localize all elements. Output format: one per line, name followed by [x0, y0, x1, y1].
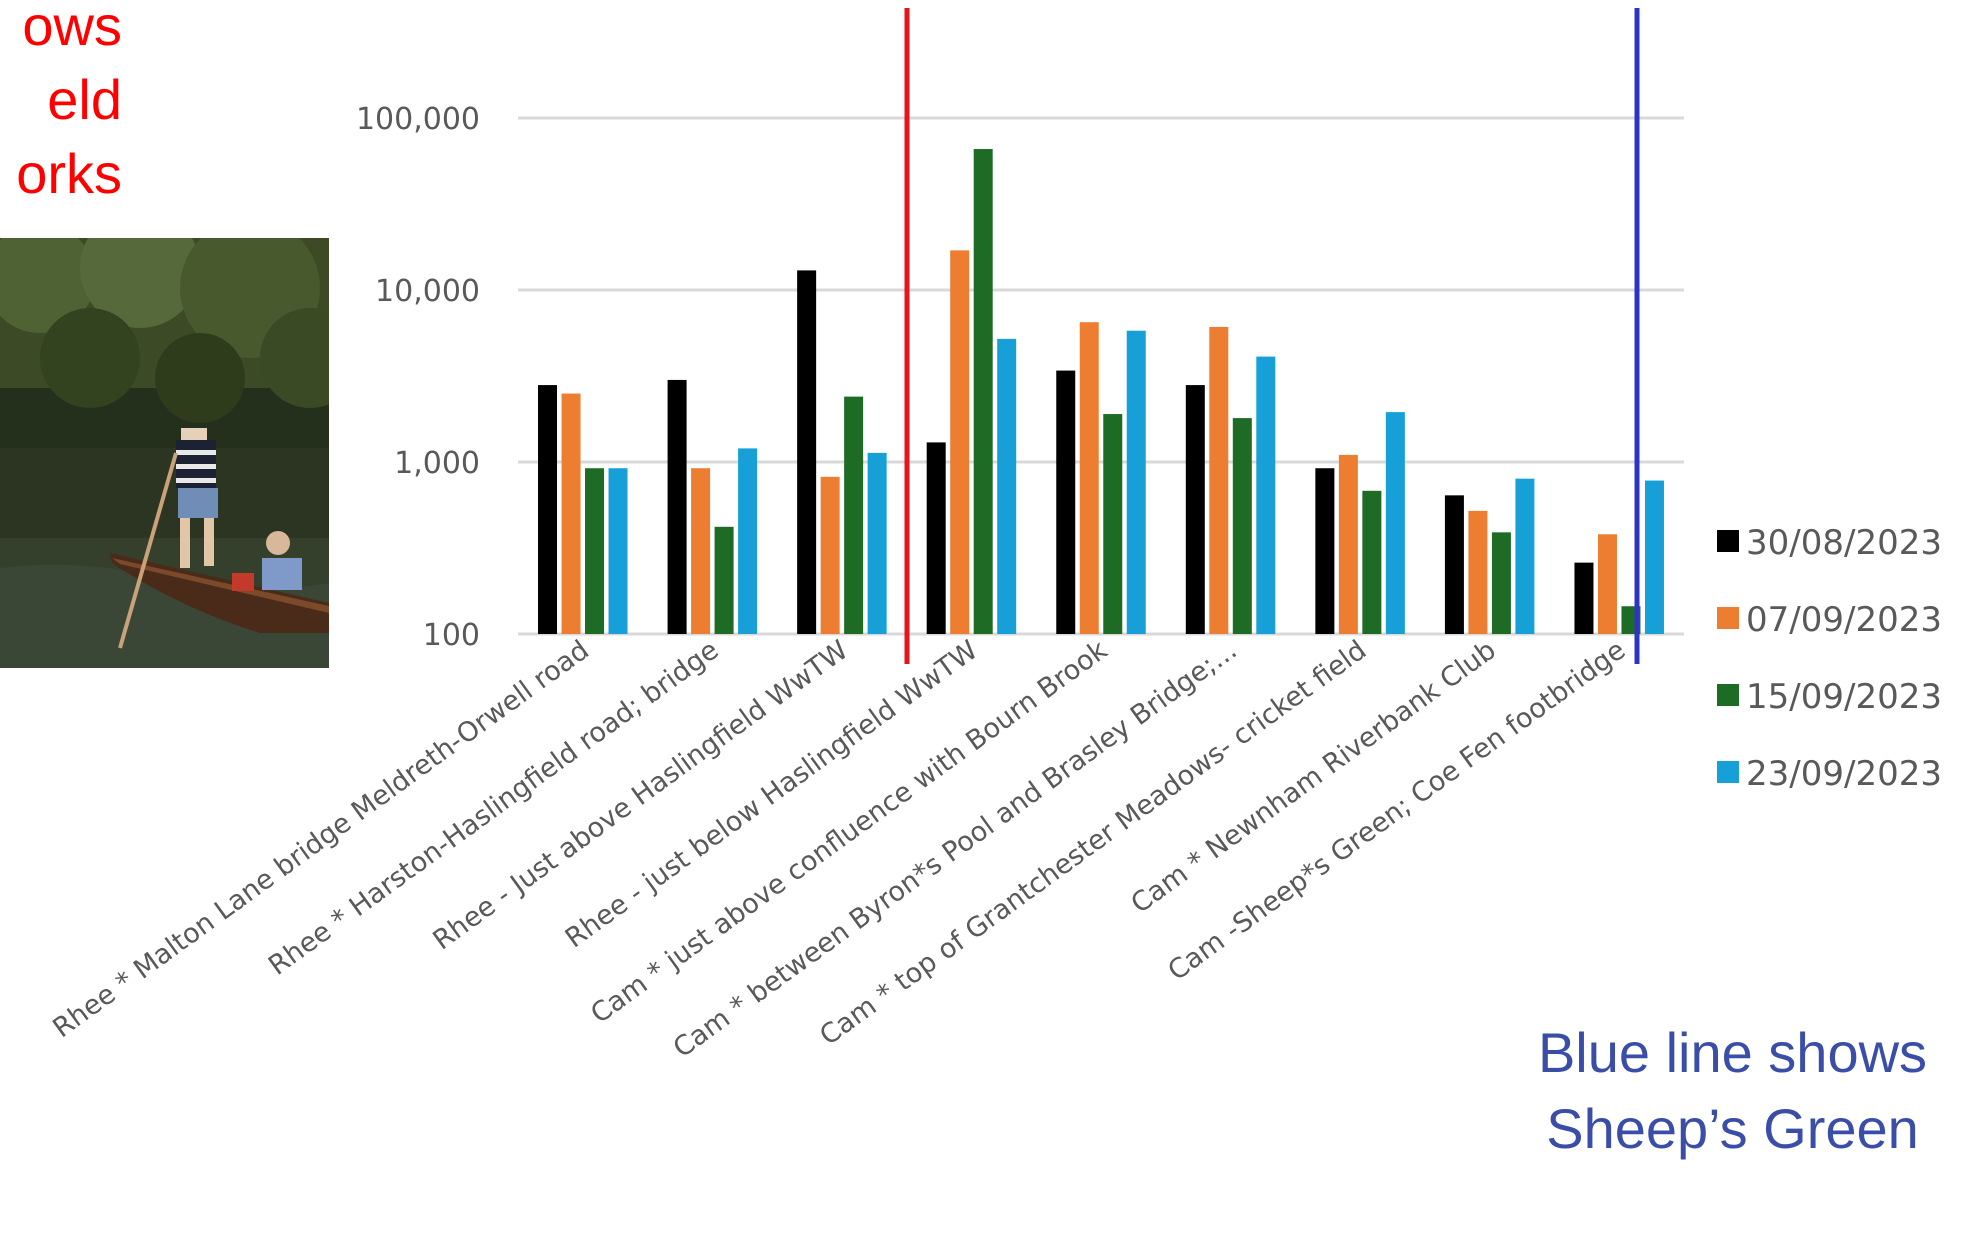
bar: [1491, 532, 1511, 634]
gridlines: [518, 116, 1684, 636]
bar: [1315, 468, 1335, 634]
bar: [1056, 370, 1076, 634]
bar: [714, 526, 734, 634]
legend-swatch: [1717, 684, 1739, 706]
legend-label: 30/08/2023: [1746, 523, 1942, 563]
bar: [1362, 490, 1382, 634]
legend-swatch: [1717, 530, 1739, 552]
blue-caption-line-2: Sheep’s Green: [1546, 1097, 1919, 1160]
bar: [538, 385, 558, 634]
bar: [1468, 510, 1488, 634]
bar: [1597, 534, 1617, 634]
bar: [973, 149, 993, 634]
bar: [608, 468, 628, 634]
bar: [926, 442, 946, 634]
legend-swatch: [1717, 761, 1739, 783]
bar: [1126, 330, 1146, 634]
punting-photo: [0, 238, 329, 668]
blue-line-caption: Blue line shows Sheep’s Green: [1495, 1015, 1970, 1167]
x-axis-labels: Rhee * Malton Lane bridge Meldreth-Orwel…: [47, 634, 1631, 1064]
red-caption-line-3: orks: [16, 142, 122, 205]
legend: 30/08/2023 07/09/2023 15/09/2023 23/09/2023: [1717, 523, 1942, 794]
bar: [1444, 495, 1464, 634]
red-caption-line-2: eld: [47, 68, 122, 131]
bar: [797, 270, 817, 634]
bar: [844, 396, 864, 634]
bar: [997, 338, 1017, 634]
bar: [585, 468, 605, 634]
bar: [950, 250, 970, 634]
red-line-caption: ows eld orks: [0, 0, 130, 210]
bar: [667, 379, 687, 634]
y-axis-ticks: 100 1,000 10,000 100,000: [356, 102, 480, 653]
y-tick-label: 1,000: [394, 446, 480, 481]
bar: [1079, 322, 1099, 634]
legend-swatch: [1717, 607, 1739, 629]
bar: [1574, 562, 1594, 634]
bar: [691, 468, 711, 634]
red-caption-line-1: ows: [22, 0, 122, 57]
bar: [738, 448, 758, 634]
bar: [1338, 454, 1358, 634]
x-category-label: Cam -Sheep*s Green; Coe Fen footbridge: [1163, 635, 1632, 987]
bar: [820, 476, 840, 634]
bar: [561, 393, 581, 634]
bar: [1515, 478, 1535, 634]
y-tick-label: 100: [423, 618, 480, 653]
y-tick-label: 10,000: [375, 274, 480, 309]
legend-label: 07/09/2023: [1746, 600, 1942, 640]
legend-label: 15/09/2023: [1746, 677, 1942, 717]
bar: [1185, 385, 1205, 634]
bar: [1644, 480, 1664, 634]
legend-label: 23/09/2023: [1746, 754, 1942, 794]
bar: [1232, 418, 1252, 634]
bar: [1256, 356, 1276, 634]
bar: [1209, 326, 1229, 634]
bars: [538, 149, 1664, 634]
bar: [1385, 412, 1405, 634]
x-category-label: Rhee * Harston-Haslingfield road; bridge: [263, 635, 724, 982]
bar: [867, 452, 887, 634]
blue-caption-line-1: Blue line shows: [1537, 1021, 1928, 1084]
y-tick-label: 100,000: [356, 102, 480, 137]
bar: [1103, 414, 1123, 634]
x-category-label: Rhee * Malton Lane bridge Meldreth-Orwel…: [47, 635, 594, 1045]
